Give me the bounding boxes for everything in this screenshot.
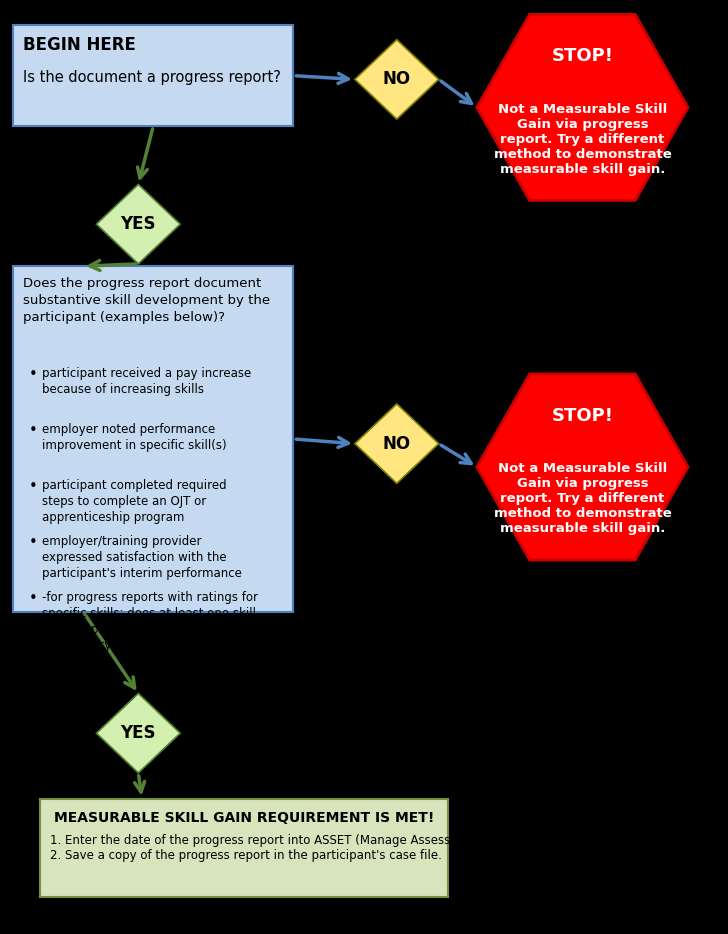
Bar	[40, 799, 448, 897]
Text: Is the document a progress report?: Is the document a progress report?	[23, 70, 281, 85]
Polygon shape	[97, 693, 181, 773]
Text: •: •	[29, 535, 38, 550]
Polygon shape	[97, 185, 181, 263]
Text: -for progress reports with ratings for
specific skills; does at least one skill
: -for progress reports with ratings for s…	[42, 591, 258, 652]
Text: Does the progress report document
substantive skill development by the
participa: Does the progress report document substa…	[23, 277, 270, 324]
Polygon shape	[477, 374, 688, 560]
Text: Not a Measurable Skill
Gain via progress
report. Try a different
method to demon: Not a Measurable Skill Gain via progress…	[494, 462, 671, 535]
Text: MEASURABLE SKILL GAIN REQUIREMENT IS MET!: MEASURABLE SKILL GAIN REQUIREMENT IS MET…	[54, 811, 434, 825]
Text: participant received a pay increase
because of increasing skills: participant received a pay increase beca…	[42, 367, 251, 396]
Polygon shape	[355, 39, 438, 119]
Text: NO: NO	[383, 70, 411, 89]
Text: participant completed required
steps to complete an OJT or
apprenticeship progra: participant completed required steps to …	[42, 479, 227, 524]
Text: employer/training provider
expressed satisfaction with the
participant's interim: employer/training provider expressed sat…	[42, 535, 242, 580]
Text: 1. Enter the date of the progress report into ASSET (Manage Assessments).
2. Sav: 1. Enter the date of the progress report…	[50, 834, 496, 862]
Polygon shape	[477, 14, 688, 201]
Text: •: •	[29, 479, 38, 494]
Bar	[13, 266, 293, 612]
Text: NO: NO	[383, 434, 411, 453]
Text: BEGIN HERE: BEGIN HERE	[23, 36, 136, 54]
Text: •: •	[29, 591, 38, 606]
Polygon shape	[355, 403, 438, 484]
Bar	[13, 25, 293, 126]
Text: STOP!: STOP!	[552, 47, 613, 65]
Text: •: •	[29, 423, 38, 438]
Text: Not a Measurable Skill
Gain via progress
report. Try a different
method to demon: Not a Measurable Skill Gain via progress…	[494, 103, 671, 176]
Text: YES: YES	[121, 215, 156, 234]
Text: YES: YES	[121, 724, 156, 743]
Text: •: •	[29, 367, 38, 382]
Text: STOP!: STOP!	[552, 406, 613, 425]
Text: employer noted performance
improvement in specific skill(s): employer noted performance improvement i…	[42, 423, 227, 452]
